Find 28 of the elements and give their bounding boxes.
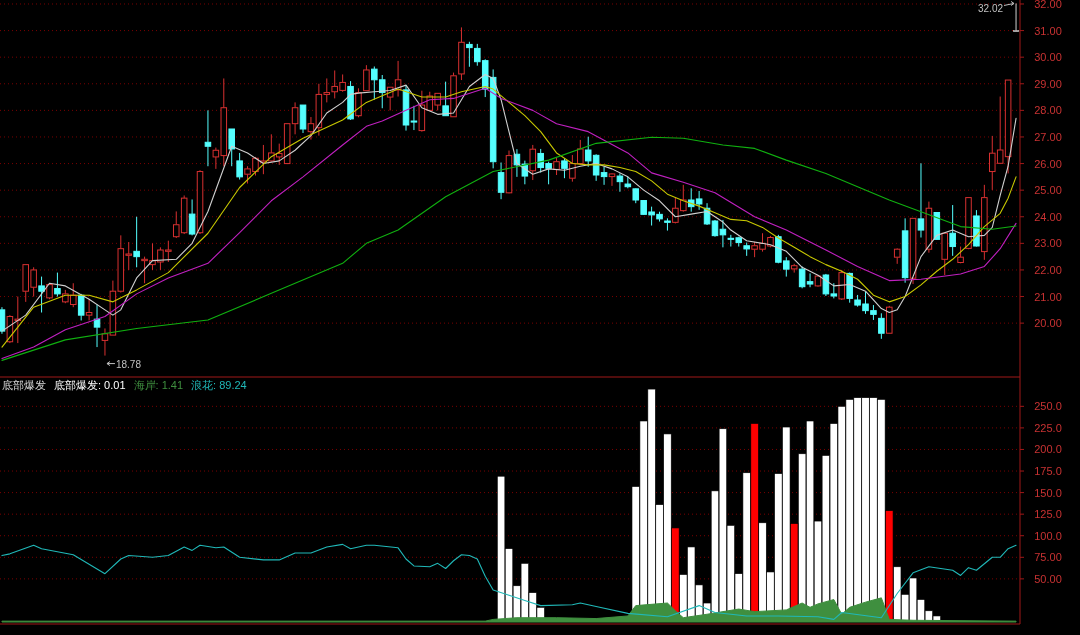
y-tick-label: 100.0 (1034, 529, 1062, 542)
y-tick-label: 225.0 (1034, 421, 1062, 434)
y-tick-label: 25.00 (1034, 184, 1062, 197)
y-tick-label: 21.00 (1034, 290, 1062, 303)
annotation: 32.02 (978, 3, 1004, 15)
y-tick-label: 23.00 (1034, 237, 1062, 250)
y-tick-label: 175.0 (1034, 465, 1062, 478)
chart-title: 底部爆发 (2, 379, 46, 391)
y-tick-label: 22.00 (1034, 263, 1062, 276)
y-tick-label: 150.0 (1034, 486, 1062, 499)
annotation: 18.78 (115, 358, 142, 370)
line-series (1, 543, 1017, 620)
y-tick-label: 20.00 (1034, 317, 1062, 330)
y-tick-label: 30.00 (1034, 51, 1062, 64)
y-tick-label: 125.0 (1034, 508, 1062, 521)
y-tick-label: 31.00 (1034, 24, 1062, 37)
y-tick-label: 250.0 (1034, 400, 1062, 413)
legend: 底部爆发: 0.01 海岸: 1.41 浪花: 89.24 (54, 379, 247, 391)
y-tick-label: 24.00 (1034, 210, 1062, 223)
y-tick-label: 26.00 (1034, 157, 1062, 170)
y-tick-label: 200.0 (1034, 443, 1062, 456)
y-tick-label: 28.00 (1034, 104, 1062, 117)
y-tick-label: 32.00 (1034, 0, 1062, 10)
y-tick-label: 27.00 (1034, 130, 1062, 143)
y-tick-label: 29.00 (1034, 77, 1062, 90)
y-tick-label: 50.00 (1034, 572, 1062, 585)
y-tick-label: 75.00 (1034, 551, 1062, 564)
line-series (1, 136, 1017, 361)
